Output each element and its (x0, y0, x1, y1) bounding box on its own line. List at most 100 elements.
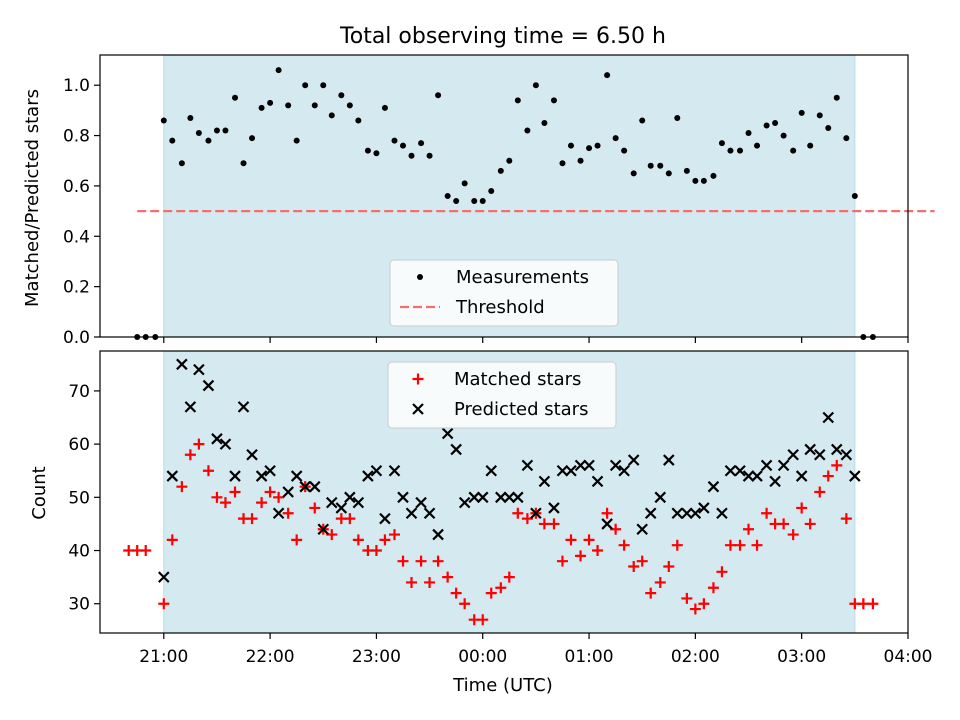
measurement-point (780, 132, 787, 139)
predicted-star-point (742, 470, 755, 482)
predicted-star-point (813, 448, 826, 461)
x-tick-label: 00:00 (458, 647, 507, 667)
predicted-star-point (716, 507, 728, 520)
predicted-star-point (787, 448, 799, 461)
matched-star-point (406, 576, 418, 588)
matched-star-point (450, 587, 462, 599)
matched-star-point (707, 582, 719, 594)
predicted-star-point (849, 470, 861, 482)
x-tick-label: 04:00 (884, 647, 933, 667)
matched-star-point (309, 502, 321, 514)
measurement-point (240, 160, 247, 167)
measurement-point (541, 119, 548, 126)
measurement-point (232, 94, 239, 101)
predicted-star-point (158, 571, 170, 583)
matched-star-point (140, 545, 152, 557)
measurement-point (798, 109, 805, 116)
predicted-star-point (423, 507, 436, 520)
predicted-star-point (264, 464, 276, 477)
predicted-star-point (370, 464, 383, 477)
measurement-point (461, 180, 468, 187)
measurement-point (320, 82, 327, 89)
predicted-star-point (671, 507, 684, 520)
measurement-point (718, 140, 725, 147)
predicted-star-point (308, 480, 321, 493)
matched-star-point (804, 518, 816, 530)
bottom-plot-area: 21:00 22:00 23:00 00:00 01:00 02:00 03:00 04:00… (68, 350, 933, 667)
predicted-star-point (176, 358, 188, 371)
measurement-point (364, 147, 371, 154)
y-tick-label: 0.8 (63, 127, 90, 147)
measurement-point (851, 193, 858, 199)
matched-star-point (698, 598, 710, 610)
matched-star-point (663, 560, 675, 572)
y-tick-label: 70 (68, 382, 90, 402)
legend-label: Threshold (455, 297, 545, 318)
matched-star-point (442, 571, 454, 583)
predicted-star-point (344, 491, 356, 504)
predicted-star-point (574, 459, 587, 472)
predicted-star-point (202, 379, 215, 392)
predicted-star-point (636, 523, 648, 536)
x-tick-label: 22:00 (246, 647, 295, 667)
matched-star-point (370, 545, 382, 557)
x-tick-label: 02:00 (671, 647, 720, 667)
measurement-point (444, 193, 451, 199)
legend: Measurements Threshold (389, 259, 619, 327)
measurement-point (205, 137, 212, 144)
measurement-point (160, 117, 167, 124)
measurement-point (816, 112, 823, 119)
matched-star-point (291, 534, 303, 546)
predicted-star-point (689, 507, 702, 520)
matched-star-point (344, 513, 356, 525)
predicted-star-point (548, 502, 560, 514)
measurement-point (727, 147, 734, 154)
predicted-star-point (795, 470, 808, 482)
predicted-star-point (335, 502, 348, 514)
measurement-point (479, 198, 486, 205)
matched-star-point (575, 550, 587, 562)
measurement-point (400, 142, 406, 149)
measurement-point (532, 82, 539, 89)
matched-star-point (583, 534, 595, 546)
measurement-point (586, 145, 593, 152)
predicted-star-point (229, 470, 241, 482)
matched-star-point (796, 502, 808, 514)
axes-frame (99, 54, 909, 338)
predicted-star-point (193, 363, 205, 376)
measurement-point (833, 94, 840, 101)
predicted-star-point (211, 433, 223, 445)
predicted-star-point (246, 448, 258, 461)
legend-box (387, 361, 617, 429)
legend: Matched stars Predicted stars (387, 361, 617, 429)
measurement-point (381, 104, 388, 111)
measurement-point (621, 147, 628, 154)
legend-marker-x (412, 403, 424, 415)
predicted-star-point (379, 512, 391, 525)
measurement-point (692, 177, 699, 184)
matched-star-point (538, 518, 550, 530)
measurement-point (754, 142, 761, 149)
matched-star-point (193, 438, 205, 450)
predicted-star-point (521, 459, 534, 472)
matched-star-point (503, 571, 515, 583)
predicted-star-point (282, 486, 294, 498)
measurement-point (346, 102, 353, 109)
measurement-point (630, 170, 637, 177)
measurement-point (178, 160, 185, 167)
predicted-star-point (325, 496, 338, 509)
predicted-star-point (663, 454, 675, 466)
x-tick-label: 03:00 (777, 647, 826, 667)
predicted-star-point (352, 496, 365, 509)
predicted-star-point (760, 459, 773, 472)
measurement-point (285, 102, 292, 109)
predicted-star-point (362, 470, 374, 482)
predicted-star-point (840, 448, 853, 461)
predicted-star-point (405, 507, 418, 520)
predicted-star-point (441, 427, 454, 440)
y-tick-label: 50 (68, 488, 90, 508)
matched-star-point (352, 534, 364, 546)
predicted-star-point (166, 470, 179, 482)
measurement-point (683, 167, 690, 174)
predicted-star-point (495, 491, 507, 504)
